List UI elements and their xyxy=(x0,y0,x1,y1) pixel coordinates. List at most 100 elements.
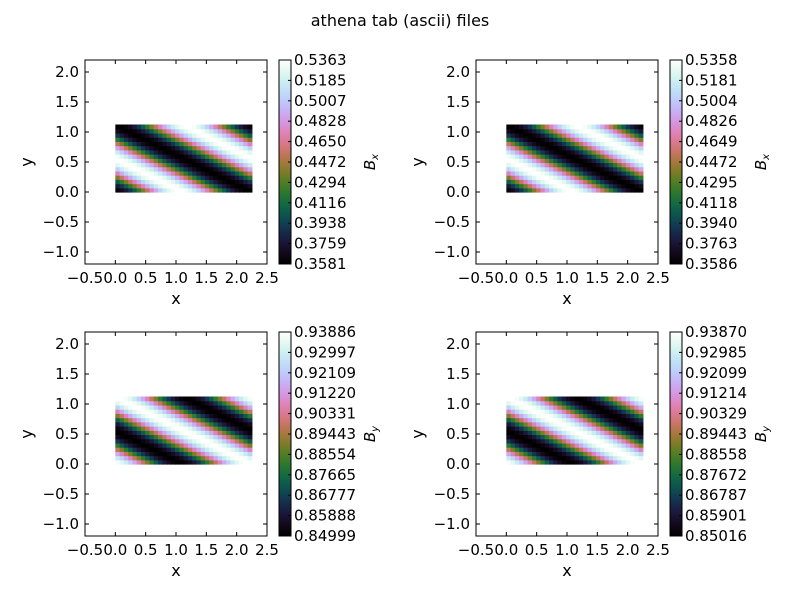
heatmap-cell xyxy=(200,132,206,138)
heatmap-cell xyxy=(608,149,614,155)
heatmap-cell xyxy=(230,149,236,155)
heatmap-cell xyxy=(595,400,601,406)
heatmap-cell xyxy=(209,451,215,457)
heatmap-cell xyxy=(166,149,172,155)
heatmap-cell xyxy=(634,141,640,147)
heatmap-cell xyxy=(561,137,567,142)
heatmap-cell xyxy=(544,158,550,164)
heatmap-cell xyxy=(587,145,593,151)
heatmap-cell xyxy=(213,442,219,448)
heatmap-cell xyxy=(183,404,189,410)
heatmap-cell xyxy=(617,459,623,465)
heatmap-cell xyxy=(149,417,155,423)
heatmap-cell xyxy=(583,451,588,457)
heatmap-cell xyxy=(183,179,189,185)
heatmap-cell xyxy=(574,154,580,159)
heatmap-cell xyxy=(612,421,618,427)
colorbar-tick-label: 0.3759 xyxy=(294,235,347,253)
heatmap-cell xyxy=(604,434,610,440)
heatmap-cell xyxy=(221,132,227,138)
heatmap-cell xyxy=(553,162,559,168)
heatmap-cell xyxy=(204,183,210,189)
heatmap-cell xyxy=(540,128,546,134)
heatmap-cell xyxy=(595,137,601,142)
heatmap-cell xyxy=(630,455,635,461)
y-tick-label: 0.0 xyxy=(446,183,470,201)
heatmap-cell xyxy=(621,166,627,172)
heatmap-cell xyxy=(548,409,554,414)
heatmap-cell xyxy=(514,417,520,423)
heatmap-cell xyxy=(595,442,601,448)
heatmap-cell xyxy=(128,413,133,419)
heatmap-cell xyxy=(119,154,125,159)
x-axis-label: x xyxy=(171,561,180,580)
heatmap-cell xyxy=(183,170,189,176)
heatmap-cell xyxy=(544,417,550,423)
heatmap-cell xyxy=(196,451,202,457)
heatmap-cell xyxy=(527,145,533,151)
heatmap-cell xyxy=(166,400,172,406)
heatmap-cell xyxy=(149,124,155,130)
heatmap-cell xyxy=(544,455,550,461)
heatmap-cell xyxy=(204,124,210,130)
heatmap-cell xyxy=(536,430,542,436)
heatmap-cell xyxy=(239,158,244,164)
heatmap-cell xyxy=(553,175,559,180)
heatmap-cell xyxy=(625,417,631,423)
heatmap-cell xyxy=(587,124,593,130)
heatmap-cell xyxy=(519,149,524,155)
heatmap-cell xyxy=(617,158,623,164)
heatmap-cell xyxy=(247,154,253,159)
heatmap-cell xyxy=(531,438,537,444)
heatmap-cell xyxy=(149,162,155,168)
heatmap-cell xyxy=(179,175,185,180)
heatmap-cell xyxy=(179,137,185,142)
heatmap-cell xyxy=(226,166,232,172)
heatmap-cell xyxy=(196,158,202,164)
heatmap-cell xyxy=(213,421,219,427)
heatmap-cell xyxy=(115,128,121,134)
heatmap-cell xyxy=(591,438,597,444)
heatmap-cell xyxy=(625,409,631,414)
heatmap-cell xyxy=(544,179,550,185)
heatmap-cell xyxy=(226,175,232,180)
heatmap-cell xyxy=(630,149,635,155)
heatmap-cell xyxy=(617,175,623,180)
heatmap-cell xyxy=(153,396,159,402)
heatmap-cell xyxy=(630,145,635,151)
heatmap-cell xyxy=(221,145,227,151)
heatmap-cell xyxy=(570,396,576,402)
heatmap-cell xyxy=(553,179,559,185)
heatmap-cell xyxy=(510,170,516,176)
colorbar-tick-label: 0.4828 xyxy=(294,112,347,130)
heatmap-cell xyxy=(132,413,138,419)
x-tick-label: 0.0 xyxy=(494,269,518,287)
heatmap-cell xyxy=(587,154,593,159)
heatmap-cell xyxy=(196,430,202,436)
heatmap-cell xyxy=(638,442,644,448)
heatmap-cell xyxy=(162,455,168,461)
heatmap-cell xyxy=(536,438,542,444)
heatmap-cell xyxy=(566,421,571,427)
heatmap-cell xyxy=(557,409,563,414)
heatmap-cell xyxy=(149,404,155,410)
heatmap-cell xyxy=(621,451,627,457)
heatmap-cell xyxy=(247,141,253,147)
heatmap-cell xyxy=(166,396,172,402)
y-tick-label: 1.0 xyxy=(446,123,470,141)
heatmap-cell xyxy=(230,175,236,180)
heatmap-cell xyxy=(140,455,146,461)
heatmap-cell xyxy=(187,396,193,402)
heatmap-cell xyxy=(217,434,223,440)
heatmap-cell xyxy=(527,413,533,419)
heatmap-cell xyxy=(527,421,533,427)
heatmap-cell xyxy=(179,434,185,440)
heatmap-cell xyxy=(183,396,189,402)
heatmap-cell xyxy=(634,417,640,423)
heatmap-cell xyxy=(157,162,163,168)
heatmap-cell xyxy=(600,179,606,185)
heatmap-cell xyxy=(531,421,537,427)
heatmap-cell xyxy=(175,434,180,440)
heatmap-cell xyxy=(209,154,215,159)
heatmap-cell xyxy=(595,179,601,185)
